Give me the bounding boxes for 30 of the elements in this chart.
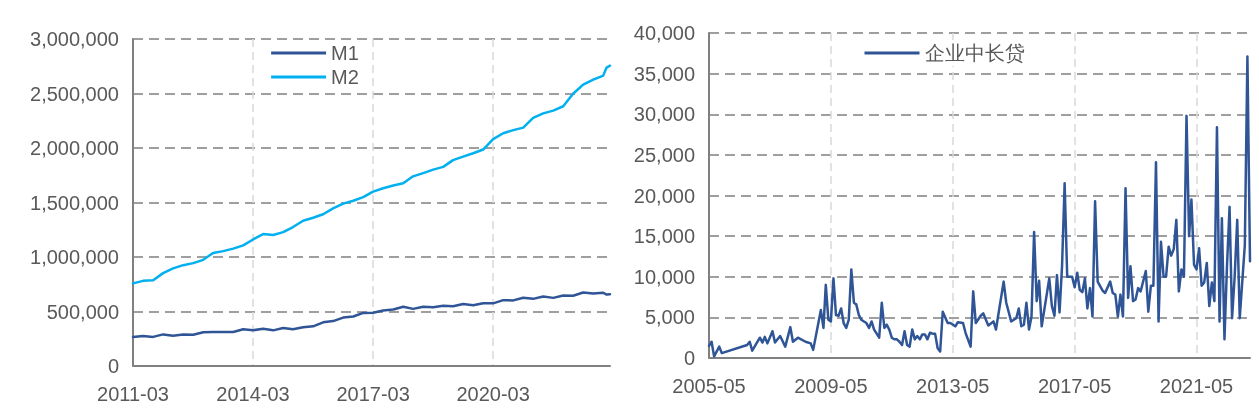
y-tick-label: 20,000 <box>633 184 695 207</box>
legend-label: 企业中长贷 <box>924 42 1025 64</box>
y-tick-label: 40,000 <box>633 22 695 44</box>
y-tick-label: 15,000 <box>633 225 695 248</box>
y-tick-label: 0 <box>107 355 119 377</box>
x-tick-label: 2017-03 <box>336 383 410 405</box>
y-tick-label: 25,000 <box>633 143 695 166</box>
y-tick-label: 3,000,000 <box>30 28 119 50</box>
y-tick-label: 2,000,000 <box>30 137 119 159</box>
y-tick-label: 35,000 <box>633 62 695 85</box>
line-series <box>131 64 612 285</box>
legend-label: M2 <box>331 66 359 88</box>
y-tick-label: 1,500,000 <box>30 191 119 214</box>
x-tick-label: 2011-03 <box>97 383 169 405</box>
line-series <box>131 291 612 339</box>
y-tick-label: 2,500,000 <box>30 82 119 105</box>
y-tick-label: 0 <box>683 347 695 369</box>
y-tick-label: 1,000,000 <box>30 246 119 268</box>
x-tick-label: 2021-05 <box>1159 375 1234 397</box>
x-tick-label: 2017-05 <box>1037 375 1112 397</box>
x-tick-label: 2009-05 <box>794 375 868 397</box>
x-tick-label: 2013-05 <box>916 375 990 397</box>
y-tick-label: 500,000 <box>46 300 119 323</box>
x-tick-label: 2005-05 <box>672 375 746 397</box>
y-tick-label: 10,000 <box>633 265 695 288</box>
x-tick-label: 2014-03 <box>216 383 290 405</box>
y-tick-label: 30,000 <box>633 103 695 126</box>
x-tick-label: 2020-03 <box>456 383 530 405</box>
y-tick-label: 5,000 <box>644 306 695 329</box>
legend-label: M1 <box>331 42 359 64</box>
